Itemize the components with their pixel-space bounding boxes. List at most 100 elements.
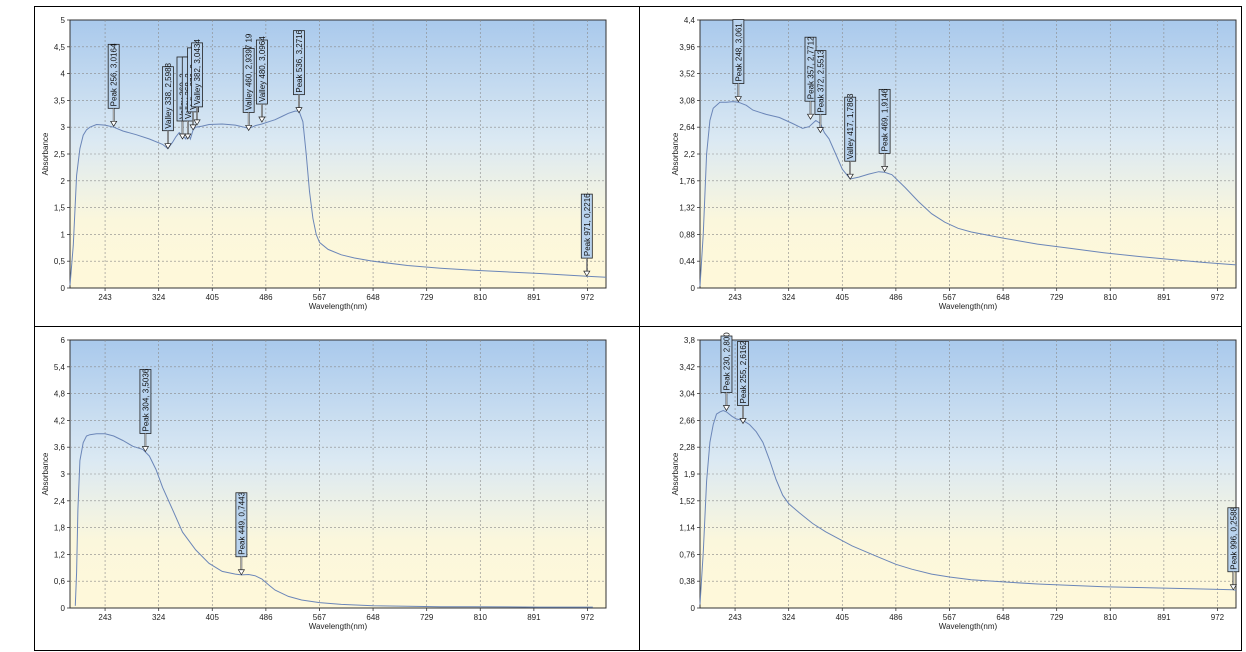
spectrum-line <box>74 433 593 608</box>
annotation-label: Peak 996, 0,2588 <box>1229 506 1238 569</box>
x-axis-title: Wavelength(nm) <box>939 622 998 631</box>
x-tick-label: 486 <box>259 293 273 302</box>
annotation-arrow-head <box>193 119 201 126</box>
x-tick-label: 729 <box>420 613 434 622</box>
annotation-box <box>720 335 733 393</box>
peak-annotation: Peak 256, 3,0164 <box>107 43 120 128</box>
annotation-label: Peak 372, 2,5513 <box>816 49 825 112</box>
x-tick-label: 972 <box>1211 293 1225 302</box>
y-tick-label: 1,52 <box>679 497 695 506</box>
x-tick-label: 324 <box>152 293 166 302</box>
peak-annotation: Peak 449, 0,7443 <box>235 491 248 576</box>
y-tick-label: 3,52 <box>679 70 695 79</box>
annotation-box <box>139 369 152 434</box>
x-tick-label: 891 <box>1157 613 1171 622</box>
spectrum-line <box>699 101 1237 287</box>
annotation-arrow-head <box>583 270 591 277</box>
annotation-label: Peak 449, 0,7443 <box>237 491 246 554</box>
peak-annotation: Peak 255, 2,6162 <box>737 340 749 425</box>
y-tick-label: 0 <box>691 284 696 293</box>
x-tick-label: 810 <box>474 293 488 302</box>
annotation-arrow-head <box>258 116 266 123</box>
y-tick-label: 1,32 <box>679 204 695 213</box>
x-tick-label: 405 <box>836 613 850 622</box>
annotation-box <box>814 50 827 116</box>
x-tick-label: 972 <box>581 613 595 622</box>
figure-grid-divider-vertical <box>639 6 640 651</box>
y-tick-label: 0,38 <box>679 577 695 586</box>
x-tick-label: 567 <box>313 293 327 302</box>
x-tick-label: 486 <box>889 293 903 302</box>
annotation-label: Peak 255, 2,6162 <box>739 340 748 403</box>
annotation-arrow-head <box>739 418 747 425</box>
y-tick-label: 1,76 <box>679 177 695 186</box>
spectrum-panel-top-right: 0 0,44 0,88 1,32 1,76 2,2 2,64 3,08 3,52 3,96 4,4 2… <box>668 12 1242 312</box>
y-tick-label: 2,2 <box>684 150 696 159</box>
y-tick-label: 1,5 <box>54 204 66 213</box>
y-tick-label: 0 <box>691 604 696 613</box>
annotation-label: Peak 357, 2,7712 <box>807 36 816 99</box>
y-tick-label: 2 <box>61 177 66 186</box>
y-tick-label: 0,44 <box>679 257 695 266</box>
annotation-arrow-head <box>141 446 150 453</box>
peak-annotation: Peak 248, 3,061 <box>732 19 745 103</box>
annotation-label: Peak 256, 3,0164 <box>110 43 119 106</box>
y-tick-label: 3 <box>61 123 66 132</box>
annotation-arrow-head <box>881 166 889 173</box>
annotation-box <box>235 492 248 558</box>
annotation-label: Peak 230, 2,800 <box>722 332 731 391</box>
x-axis-title: Wavelength(nm) <box>939 302 998 311</box>
y-tick-label: 4 <box>61 70 66 79</box>
x-tick-label: 405 <box>206 293 220 302</box>
x-tick-label: 243 <box>728 613 742 622</box>
y-axis-title: Absorbance <box>671 132 680 175</box>
y-tick-label: 3,5 <box>54 96 66 105</box>
x-tick-label: 972 <box>1211 613 1225 622</box>
peak-annotation: Peak 536, 3,2716 <box>293 29 305 114</box>
annotation-arrow-head <box>189 124 197 131</box>
annotation-arrow-head <box>110 120 118 128</box>
y-tick-label: 3,6 <box>54 443 66 452</box>
x-tick-label: 243 <box>98 293 112 302</box>
annotation-arrow-head <box>806 113 815 120</box>
annotation-label: Valley 460, 2,9397 19 <box>245 33 254 110</box>
x-tick-label: 891 <box>1157 293 1171 302</box>
x-tick-label: 243 <box>98 613 112 622</box>
annotation-label: Peak 469, 1,9146 <box>881 88 890 151</box>
spectrum-panel-top-left: 0 0,5 1 1,5 2 2,5 3 3,5 4 4,5 5 243 324 405 486 567 648 7… <box>38 12 612 312</box>
x-tick-label: 648 <box>366 293 380 302</box>
x-tick-label: 810 <box>1104 293 1118 302</box>
spectrum-panel-bottom-left: 0 0,6 1,2 1,8 2,4 3 3,6 4,2 4,8 5,4 6 243 324 405 486 5… <box>38 332 612 632</box>
annotation-arrow-head <box>846 173 854 180</box>
annotation-arrow-head <box>164 143 172 150</box>
x-tick-label: 729 <box>420 293 434 302</box>
x-axis-title: Wavelength(nm) <box>309 622 368 631</box>
figure-grid-border <box>34 6 1242 651</box>
y-tick-label: 4,2 <box>54 416 66 425</box>
annotation-label: Valley 382, 3,0434 <box>193 39 202 105</box>
annotation-arrow-head <box>734 96 742 103</box>
annotation-label: Valley 417, 1,7863 <box>846 93 855 159</box>
y-tick-label: 0,88 <box>679 230 695 239</box>
y-tick-label: 3,96 <box>679 43 695 52</box>
spectrum-panel-bottom-right: 0 0,38 0,76 1,14 1,52 1,9 2,28 2,66 3,04 3,42 3,8 2… <box>668 332 1242 632</box>
y-tick-label: 1,14 <box>679 524 695 533</box>
annotation-label: Peak 971, 0,2216 <box>583 193 592 256</box>
y-tick-label: 3,08 <box>679 96 695 105</box>
y-axis-title: Absorbance <box>41 452 50 495</box>
peak-annotation: Peak 304, 3,5036 <box>139 368 152 453</box>
x-tick-label: 648 <box>366 613 380 622</box>
x-tick-label: 648 <box>996 293 1010 302</box>
y-tick-label: 2,28 <box>679 443 695 452</box>
spectrum-line <box>699 409 1237 605</box>
y-tick-label: 2,66 <box>679 416 695 425</box>
chart-svg: 0 0,5 1 1,5 2 2,5 3 3,5 4 4,5 5 243 324 405 486 567 648 7… <box>41 16 607 311</box>
annotation-label: Valley 338, 2,5988 <box>164 62 173 128</box>
peak-annotation: Peak 372, 2,5513 <box>814 49 827 134</box>
annotation-arrow-head <box>237 569 246 576</box>
x-tick-label: 567 <box>313 613 327 622</box>
y-axis-title: Absorbance <box>41 132 50 175</box>
y-tick-label: 0,5 <box>54 257 66 266</box>
x-tick-label: 324 <box>152 613 166 622</box>
y-tick-label: 1,8 <box>54 524 66 533</box>
